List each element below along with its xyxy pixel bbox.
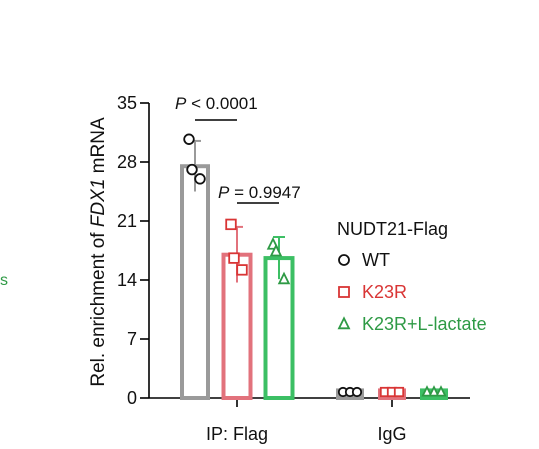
x-tick-label-1: IgG <box>377 424 406 444</box>
point-WT-0-2 <box>194 173 206 185</box>
y-axis-label-part: mRNA <box>88 117 109 179</box>
y-tick-label-7: 7 <box>127 329 137 349</box>
point-K23R+L-lactate-1-2 <box>435 385 447 397</box>
legend-entry-WT: WT <box>362 250 390 270</box>
axes: 0 7 14 21 28 35 IP: Flag IgG Rel. enrichment of … <box>88 93 470 444</box>
bars <box>180 139 448 401</box>
y-tick-label-35: 35 <box>117 93 137 113</box>
data-points <box>183 133 447 398</box>
y-axis-label-gene: FDX1 <box>88 179 109 228</box>
x-tick-label-0: IP: Flag <box>206 424 268 444</box>
point-WT-0-1 <box>186 163 198 176</box>
point-K23R-1-2 <box>393 386 405 398</box>
p-value: = 0.9947 <box>229 183 300 202</box>
point-WT-1-2 <box>351 386 363 398</box>
y-tick-label-21: 21 <box>117 211 137 231</box>
point-K23R+L-lactate-1-0 <box>421 385 433 397</box>
legend-marker-WT <box>338 254 350 266</box>
p-symbol: P <box>175 94 187 113</box>
p-value: < 0.0001 <box>186 94 257 113</box>
p-symbol: P <box>218 183 230 202</box>
bar-WT-0 <box>180 164 210 400</box>
y-tick-label-14: 14 <box>117 270 137 290</box>
significance-label-0: P < 0.0001 <box>175 94 258 113</box>
significance-label-1: P = 0.9947 <box>218 183 301 202</box>
point-K23R-0-0 <box>225 218 237 231</box>
point-WT-0-0 <box>183 133 195 145</box>
y-axis-label-part: Rel. enrichment of <box>88 227 109 386</box>
legend-entry-K23R+L-lactate: K23R+L-lactate <box>362 314 487 334</box>
legend-title: NUDT21-Flag <box>337 219 448 239</box>
point-K23R+L-lactate-0-1 <box>269 243 283 257</box>
y-tick-label-28: 28 <box>117 152 137 172</box>
legend-marker-K23R <box>338 286 350 298</box>
legend-entry-K23R: K23R <box>362 282 407 302</box>
cropped-label-fragment: s <box>0 272 8 289</box>
point-K23R-0-1 <box>228 252 240 264</box>
y-tick-label-0: 0 <box>127 388 137 408</box>
legend-marker-K23R+L-lactate <box>337 316 351 330</box>
point-K23R-0-2 <box>236 264 248 276</box>
y-axis-label: Rel. enrichment of FDX1 mRNA <box>88 117 109 387</box>
point-K23R+L-lactate-0-2 <box>277 271 291 285</box>
point-K23R+L-lactate-1-1 <box>428 385 440 397</box>
legend: NUDT21-Flag WT K23R K23R+L-lactate <box>337 219 487 334</box>
